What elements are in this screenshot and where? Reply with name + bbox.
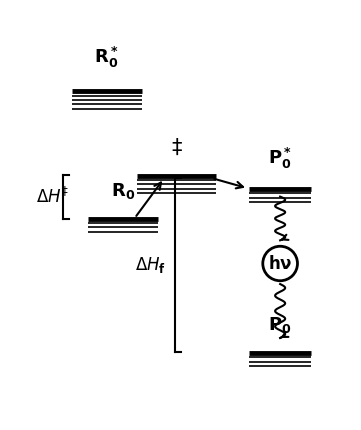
Text: $\Delta H^{\ddagger}$: $\Delta H^{\ddagger}$ [36, 187, 68, 207]
Text: $\mathbf{R_0^*}$: $\mathbf{R_0^*}$ [94, 45, 119, 70]
Text: $\ddagger$: $\ddagger$ [171, 138, 183, 158]
Text: $\mathbf{P_0}$: $\mathbf{P_0}$ [268, 315, 292, 335]
Text: $\mathbf{R_0}$: $\mathbf{R_0}$ [111, 181, 136, 201]
Text: $\mathbf{h\nu}$: $\mathbf{h\nu}$ [268, 255, 292, 273]
Text: $\Delta H_{\mathbf{f}}$: $\Delta H_{\mathbf{f}}$ [135, 255, 166, 275]
Text: $\mathbf{P_0^*}$: $\mathbf{P_0^*}$ [268, 146, 292, 172]
